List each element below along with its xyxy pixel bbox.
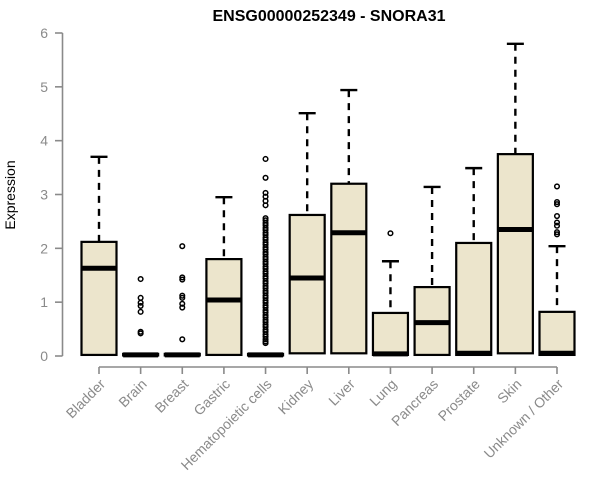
y-tick-label: 4 (40, 133, 48, 149)
outlier-point (387, 230, 394, 237)
outlier-point (553, 219, 561, 226)
box-brain (122, 275, 160, 358)
box-breast (163, 243, 201, 358)
x-tick-label: Unknown / Other (481, 376, 567, 462)
outlier-point (553, 222, 561, 229)
box-skin (496, 42, 534, 355)
box-kidney (288, 112, 326, 355)
chart-title: ENSG00000252349 - SNORA31 (212, 8, 445, 25)
iqr-box (205, 258, 243, 357)
x-tick-label: Bladder (63, 376, 109, 422)
outlier-point (553, 201, 561, 208)
outlier-point (137, 275, 144, 283)
y-tick-label: 5 (40, 79, 48, 95)
outlier-point (137, 308, 144, 315)
outlier-point (179, 274, 186, 281)
outlier-point (262, 174, 269, 181)
y-tick-label: 2 (40, 240, 48, 256)
outlier-point (262, 202, 269, 209)
outlier-point (179, 276, 186, 283)
x-tick-label: Brain (115, 376, 149, 410)
outlier-point (262, 189, 269, 196)
x-tick-label: Kidney (275, 376, 317, 418)
outlier-point (179, 292, 186, 299)
x-tick-label: Lung (366, 376, 399, 409)
y-axis-label: Expression (2, 160, 18, 229)
iqr-box (538, 310, 576, 357)
iqr-box (496, 153, 534, 355)
outlier-point (262, 340, 269, 347)
outlier-point (553, 231, 561, 238)
iqr-box (330, 182, 368, 355)
outlier-point (179, 304, 186, 311)
outlier-point (553, 229, 561, 236)
outlier-point (137, 299, 144, 306)
x-tick-label: Prostate (435, 376, 483, 424)
outlier-point (262, 336, 269, 343)
outlier-point (553, 183, 561, 190)
outlier-point (179, 243, 186, 250)
box-prostate (455, 166, 493, 357)
y-tick-label: 6 (40, 25, 48, 41)
outlier-point (179, 294, 186, 301)
box-hematopoietic-cells (246, 155, 285, 358)
outlier-point (179, 300, 186, 307)
outlier-point (553, 198, 561, 206)
x-tick-label: Liver (325, 376, 358, 409)
x-tick-label: Skin (494, 376, 525, 407)
outlier-point (553, 212, 561, 220)
outlier-point (179, 336, 186, 343)
box-bladder (80, 155, 118, 357)
outlier-point (137, 302, 144, 309)
outlier-point (137, 294, 144, 301)
box-lung (371, 230, 410, 357)
y-tick-label: 1 (40, 294, 48, 310)
iqr-box (80, 240, 118, 357)
iqr-box (288, 213, 326, 355)
box-pancreas (413, 185, 451, 357)
box-gastric (205, 195, 243, 357)
box-unknown-other (538, 183, 576, 357)
x-tick-label: Breast (151, 376, 191, 416)
box-liver (330, 88, 368, 355)
outlier-point (262, 155, 269, 163)
iqr-box (455, 241, 493, 357)
y-tick-label: 0 (40, 348, 48, 364)
outlier-point (137, 330, 144, 337)
y-tick-label: 3 (40, 187, 48, 203)
boxplots (80, 42, 576, 358)
iqr-box (371, 311, 410, 357)
